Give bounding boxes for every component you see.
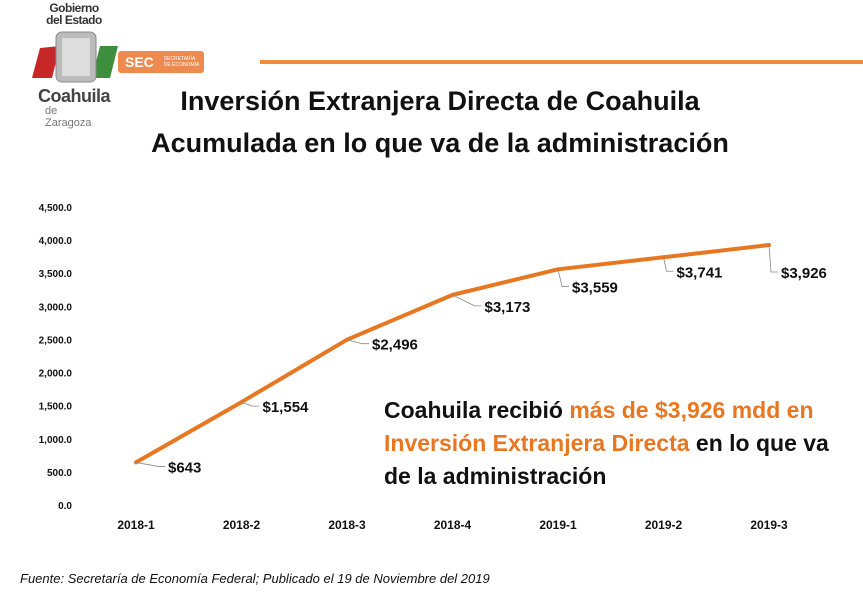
data-label: $643 bbox=[168, 459, 201, 476]
y-tick-label: 1,500.0 bbox=[39, 402, 73, 413]
data-point bbox=[767, 243, 771, 248]
data-label: $3,173 bbox=[485, 299, 531, 316]
callout-highlight: más de $3,926 mdd en Inversión Extranjer… bbox=[384, 397, 814, 456]
x-tick-label: 2018-3 bbox=[328, 518, 366, 532]
data-label: $3,741 bbox=[677, 264, 723, 281]
page-title-line2: Acumulada en lo que va de la administrac… bbox=[151, 128, 729, 158]
callout-part2: en lo que va de la administración bbox=[384, 430, 829, 489]
y-tick-label: 1,000.0 bbox=[39, 435, 73, 446]
data-label: $2,496 bbox=[372, 337, 418, 354]
y-tick-label: 2,000.0 bbox=[39, 369, 73, 380]
source-footnote: Fuente: Secretaría de Economía Federal; … bbox=[20, 571, 490, 586]
leader-line bbox=[241, 401, 260, 407]
y-tick-label: 2,500.0 bbox=[39, 335, 73, 346]
leader-line bbox=[663, 257, 674, 272]
logo-name: Coahuila bbox=[38, 86, 111, 106]
x-tick-label: 2018-1 bbox=[117, 518, 155, 532]
data-label: $3,559 bbox=[572, 279, 618, 296]
sec-sublabel: SECRETARÍA DE ECONOMÍA bbox=[163, 56, 200, 68]
leader-line bbox=[135, 462, 165, 467]
x-tick-label: 2018-2 bbox=[223, 518, 261, 532]
sec-badge: SEC SECRETARÍA DE ECONOMÍA bbox=[118, 51, 204, 73]
y-tick-label: 3,500.0 bbox=[39, 269, 73, 280]
callout-part1: Coahuila recibió bbox=[384, 397, 570, 423]
x-tick-label: 2019-1 bbox=[539, 518, 577, 532]
leader-line bbox=[452, 294, 482, 307]
sec-label: SEC bbox=[125, 54, 154, 70]
x-tick-label: 2019-3 bbox=[750, 518, 788, 532]
logo-subtitle: de Zaragoza bbox=[45, 105, 92, 129]
leader-line bbox=[557, 269, 569, 287]
y-tick-label: 500.0 bbox=[47, 468, 72, 479]
line-chart: 0.0 500.0 1,000.0 1,500.0 2,000.0 2,500.0 3,00… bbox=[39, 203, 827, 532]
leader-line bbox=[768, 244, 778, 273]
y-tick-label: 3,000.0 bbox=[39, 302, 73, 313]
coat-of-arms-icon bbox=[32, 31, 118, 83]
callout-text: Coahuila recibió más de $3,926 mdd en In… bbox=[384, 394, 834, 493]
x-tick-label: 2018-4 bbox=[434, 518, 472, 532]
logo-top-text: Gobierno del Estado bbox=[46, 1, 102, 27]
y-tick-label: 0.0 bbox=[58, 501, 72, 512]
data-label: $3,926 bbox=[781, 265, 827, 282]
data-label: $1,554 bbox=[263, 399, 310, 416]
x-tick-label: 2019-2 bbox=[645, 518, 683, 532]
page-title-line1: Inversión Extranjera Directa de Coahuila bbox=[180, 86, 700, 116]
leader-line bbox=[346, 339, 369, 345]
y-tick-label: 4,000.0 bbox=[39, 236, 73, 247]
y-tick-label: 4,500.0 bbox=[39, 203, 73, 214]
header-rule bbox=[260, 60, 863, 64]
